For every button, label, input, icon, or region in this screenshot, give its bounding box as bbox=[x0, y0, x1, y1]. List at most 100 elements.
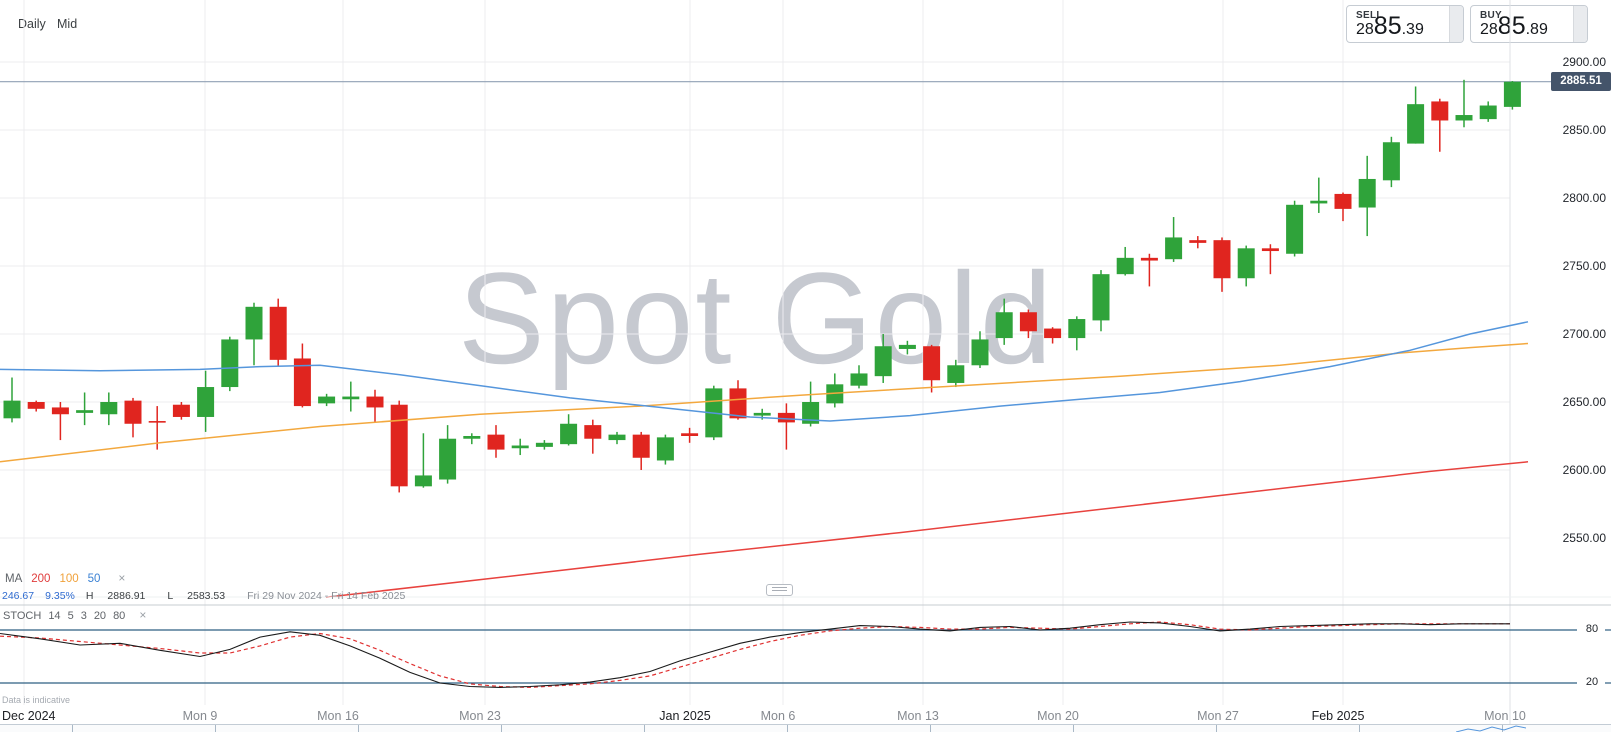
buy-ticket-grip bbox=[1573, 6, 1587, 42]
ma-period-label: 200 bbox=[31, 573, 51, 585]
current-price-badge: 2885.51 bbox=[1551, 72, 1611, 92]
candle-body bbox=[1431, 101, 1449, 121]
candle-body bbox=[27, 402, 45, 409]
buy-label: BUY bbox=[1480, 10, 1503, 21]
scrollbar-tick bbox=[358, 725, 359, 732]
stoch-param-value: 20 bbox=[93, 610, 107, 622]
y-axis-label: 2900.00 bbox=[1562, 55, 1606, 69]
candle-body bbox=[1310, 200, 1328, 204]
scrollbar-tick bbox=[1216, 725, 1217, 732]
stoch-d-line bbox=[0, 621, 1510, 689]
buy-price: 2885.89 bbox=[1480, 12, 1548, 40]
candle-body bbox=[414, 475, 432, 487]
scrollbar-tick bbox=[72, 725, 73, 732]
candle-body bbox=[705, 388, 723, 438]
date-range: Fri 29 Nov 2024 - Fri 14 Feb 2025 bbox=[247, 590, 406, 602]
y-axis-label: 2650.00 bbox=[1562, 395, 1606, 409]
candle-body bbox=[3, 400, 21, 419]
timeframe-selector[interactable]: Daily bbox=[18, 17, 46, 31]
x-axis-label: Mon 6 bbox=[760, 709, 796, 723]
candle-body bbox=[753, 412, 771, 416]
stoch-legend-name: STOCH bbox=[3, 610, 42, 622]
candle-body bbox=[1189, 240, 1207, 243]
scrollbar-tick bbox=[787, 725, 788, 732]
candle-body bbox=[366, 396, 384, 408]
candle-body bbox=[293, 358, 311, 407]
x-axis-label: Dec 2024 bbox=[2, 709, 56, 723]
y-axis-label: 2850.00 bbox=[1562, 123, 1606, 137]
stoch-param-value: 80 bbox=[113, 610, 126, 622]
candle-body bbox=[1286, 204, 1304, 254]
candle-body bbox=[656, 437, 674, 461]
y-axis-label: 2750.00 bbox=[1562, 259, 1606, 273]
ma-period-label: 100 bbox=[59, 573, 79, 585]
candle-body bbox=[245, 306, 263, 340]
y-axis-label: 2550.00 bbox=[1562, 531, 1606, 545]
candle-body bbox=[221, 339, 239, 388]
y-axis-label: 2600.00 bbox=[1562, 463, 1606, 477]
pane-resize-handle[interactable] bbox=[766, 584, 793, 596]
instrument-watermark: Spot Gold bbox=[458, 245, 1055, 391]
sell-label: SELL bbox=[1356, 10, 1383, 21]
x-axis-label: Mon 23 bbox=[459, 709, 501, 723]
candle-body bbox=[681, 433, 699, 436]
candle-body bbox=[197, 387, 215, 417]
candle-body bbox=[269, 306, 287, 360]
price-type-selector[interactable]: Mid bbox=[57, 17, 78, 31]
y-axis-label: 2700.00 bbox=[1562, 327, 1606, 341]
candle-body bbox=[1407, 104, 1425, 144]
scrollbar-tick bbox=[1502, 725, 1503, 732]
candle-body bbox=[1237, 248, 1255, 279]
stoch-k-line bbox=[0, 621, 1510, 688]
change-value: 246.67 bbox=[2, 590, 35, 602]
period-low: L 2583.53 bbox=[167, 590, 226, 602]
scrollbar-tick bbox=[1359, 725, 1360, 732]
candle-body bbox=[1455, 115, 1473, 121]
candle-body bbox=[511, 445, 529, 449]
candle-body bbox=[318, 396, 336, 404]
candle-body bbox=[342, 396, 360, 400]
ma200-line bbox=[325, 461, 1529, 598]
stoch-param-value: 3 bbox=[80, 610, 87, 622]
x-axis-label: Mon 20 bbox=[1037, 709, 1079, 723]
candle-body bbox=[172, 404, 190, 417]
x-axis-label: Mon 13 bbox=[897, 709, 939, 723]
x-axis-label: Jan 2025 bbox=[659, 709, 711, 723]
scrollbar-tick bbox=[501, 725, 502, 732]
candle-body bbox=[76, 410, 94, 413]
stoch-indicator-legend: STOCH 14 5 3 20 80 × bbox=[3, 608, 146, 622]
stoch-param-value: 14 bbox=[48, 610, 61, 622]
ma-remove-icon[interactable]: × bbox=[118, 571, 126, 585]
ohlc-info-row: 246.67 9.35% H 2886.91 L 2583.53 Fri 29 Nov … bbox=[2, 590, 416, 602]
x-axis-label: Mon 16 bbox=[317, 709, 359, 723]
sell-price: 2885.39 bbox=[1356, 12, 1424, 40]
candle-body bbox=[1261, 248, 1279, 252]
candle-body bbox=[148, 421, 166, 423]
candle-body bbox=[777, 412, 795, 423]
chart-scrollbar[interactable] bbox=[0, 724, 1611, 732]
candle-body bbox=[1068, 319, 1086, 339]
candle-body bbox=[632, 434, 650, 458]
scrollbar-tick bbox=[930, 725, 931, 732]
stoch-lower-level-label: 20 bbox=[1585, 676, 1599, 688]
candle-body bbox=[487, 434, 505, 450]
candle-body bbox=[1382, 142, 1400, 181]
candle-body bbox=[463, 436, 481, 439]
scrollbar-mini-preview bbox=[1456, 725, 1526, 732]
scrollbar-tick bbox=[644, 725, 645, 732]
stoch-remove-icon[interactable]: × bbox=[139, 608, 147, 622]
candle-body bbox=[1334, 193, 1352, 209]
candle-body bbox=[1165, 237, 1183, 260]
x-axis-label: Mon 27 bbox=[1197, 709, 1239, 723]
x-axis-label: Mon 9 bbox=[182, 709, 218, 723]
x-axis-label: Mon 10 bbox=[1484, 709, 1526, 723]
candle-body bbox=[802, 402, 820, 424]
buy-ticket-button[interactable]: BUY 2885.89 bbox=[1470, 5, 1588, 43]
stoch-upper-level-label: 80 bbox=[1585, 623, 1599, 635]
scrollbar-tick bbox=[215, 725, 216, 732]
candle-body bbox=[1358, 178, 1376, 208]
change-percent: 9.35% bbox=[45, 590, 75, 602]
candle-body bbox=[560, 423, 578, 445]
sell-ticket-button[interactable]: SELL 2885.39 bbox=[1346, 5, 1464, 43]
